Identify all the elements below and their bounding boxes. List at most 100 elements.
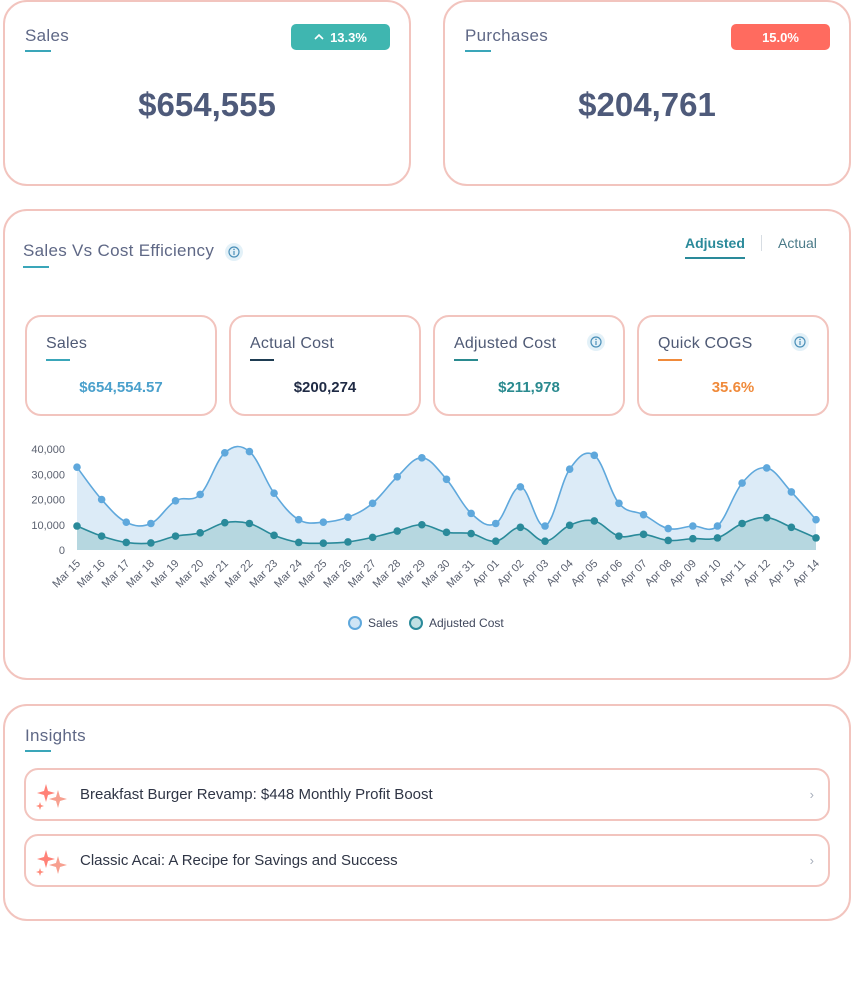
y-tick-label: 30,000 (31, 469, 65, 481)
y-tick-label: 20,000 (31, 495, 65, 507)
efficiency-title: Sales Vs Cost Efficiency (23, 241, 215, 260)
y-tick-label: 10,000 (31, 520, 65, 532)
data-point (713, 522, 722, 530)
data-point (73, 463, 81, 471)
sales-kpi-title: Sales (25, 26, 70, 45)
metric-label: Adjusted Cost (454, 335, 557, 352)
data-point (541, 522, 549, 530)
metric-label: Sales (46, 335, 88, 352)
data-point (319, 518, 328, 527)
data-point (491, 519, 500, 528)
data-point (368, 499, 377, 508)
data-point (664, 524, 672, 533)
insight-text: Classic Acai: A Recipe for Savings and S… (80, 852, 398, 869)
metric-value: 35.6% (711, 379, 755, 396)
toggle-separator (761, 235, 762, 251)
insights-title: Insights (25, 726, 86, 745)
sales-change-badge: 13.3% (291, 24, 390, 50)
x-tick-label: Apr 06 (594, 558, 625, 589)
data-point (442, 475, 451, 484)
legend-sales[interactable]: Sales (348, 616, 398, 630)
x-tick-label: Apr 02 (495, 558, 526, 589)
sales-change-value: 13.3% (330, 29, 367, 45)
chevron-right-icon: › (809, 787, 814, 802)
data-point (122, 518, 131, 527)
legend-adjusted-cost[interactable]: Adjusted Cost (409, 616, 504, 630)
data-point (442, 528, 451, 537)
metric-card-quick-cogs: Quick COGS 35.6% (637, 315, 829, 416)
data-point (270, 489, 278, 497)
data-point (713, 534, 722, 542)
data-point (393, 472, 402, 481)
data-point (738, 479, 746, 487)
data-point (196, 529, 204, 537)
data-point (762, 513, 771, 522)
data-point (639, 530, 648, 539)
sparkle-icon (36, 784, 67, 810)
toggle-actual[interactable]: Actual (778, 235, 817, 251)
toggle-active-underline (685, 257, 745, 259)
data-point (221, 448, 229, 457)
x-tick-label: Apr 07 (618, 558, 649, 589)
data-point (590, 517, 599, 525)
metric-card-actual-cost: Actual Cost $200,274 (229, 315, 421, 416)
data-point (541, 537, 549, 545)
info-icon[interactable] (225, 243, 243, 261)
purchases-kpi-title: Purchases (465, 26, 549, 45)
data-point (270, 531, 278, 540)
data-point (344, 513, 352, 521)
metric-underline (454, 359, 478, 361)
x-tick-label: Apr 01 (470, 558, 501, 589)
series-area-0 (77, 446, 816, 550)
data-point (689, 522, 697, 530)
metric-underline (658, 359, 682, 361)
x-tick-label: Apr 03 (520, 558, 551, 589)
data-point (73, 522, 81, 530)
purchases-kpi-value: $204,761 (578, 86, 716, 123)
x-tick-label: Apr 10 (692, 558, 723, 589)
insight-item[interactable]: Classic Acai: A Recipe for Savings and S… (24, 834, 830, 887)
data-point (418, 454, 426, 462)
purchases-kpi-card: Purchases 15.0% $204,761 (443, 0, 851, 186)
data-point (319, 539, 328, 547)
data-point (418, 520, 426, 529)
title-underline (465, 50, 491, 52)
y-tick-label: 0 (59, 545, 65, 557)
x-tick-label: Apr 08 (643, 558, 674, 589)
insights-panel: Insights Breakfast Burger Revamp: $448 M… (3, 704, 851, 921)
data-point (762, 464, 771, 472)
data-point (516, 483, 525, 491)
insight-item[interactable]: Breakfast Burger Revamp: $448 Monthly Pr… (24, 768, 830, 821)
purchases-change-badge: 15.0% (731, 24, 830, 50)
metric-value: $654,554.57 (79, 379, 163, 396)
metric-label: Actual Cost (250, 335, 335, 352)
sparkle-icon (36, 850, 67, 876)
metric-underline (250, 359, 274, 361)
purchases-change-value: 15.0% (762, 29, 799, 45)
legend-label-adjusted-cost: Adjusted Cost (429, 616, 504, 630)
sales-kpi-card: Sales 13.3% $654,555 (3, 0, 411, 186)
title-underline (23, 266, 49, 268)
x-tick-label: Apr 04 (544, 558, 575, 589)
title-underline (25, 50, 51, 52)
data-point (344, 538, 352, 546)
data-point (812, 515, 820, 524)
toggle-adjusted[interactable]: Adjusted (685, 235, 745, 251)
data-point (196, 490, 204, 499)
info-icon[interactable] (587, 333, 605, 351)
data-point (97, 495, 106, 504)
data-point (615, 499, 623, 508)
metric-card-adjusted-cost: Adjusted Cost $211,978 (433, 315, 625, 416)
data-point (368, 533, 377, 542)
data-point (787, 488, 796, 496)
data-point (491, 537, 500, 545)
x-tick-label: Apr 12 (741, 558, 772, 589)
chevron-right-icon: › (809, 853, 814, 868)
data-point (738, 519, 746, 528)
data-point (467, 529, 475, 538)
data-point (171, 496, 180, 505)
x-tick-label: Mar 31 (445, 558, 478, 591)
data-point (171, 532, 180, 540)
info-icon[interactable] (791, 333, 809, 351)
y-tick-label: 40,000 (31, 444, 65, 456)
